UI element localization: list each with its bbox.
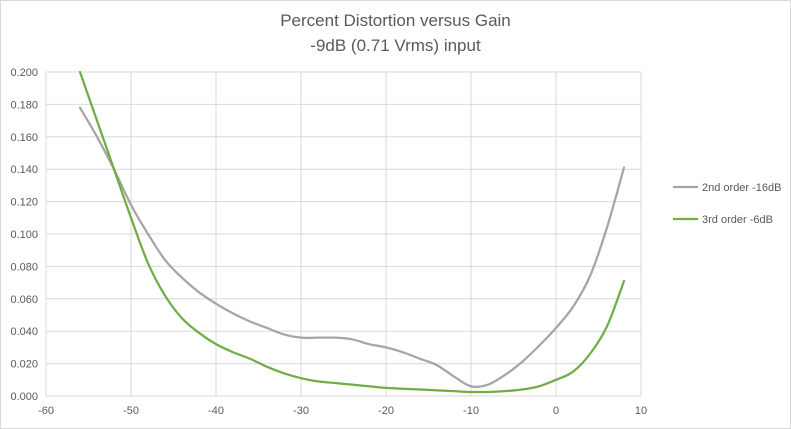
grid-layer [45, 71, 642, 397]
y-tick-label: 0.200 [10, 67, 38, 79]
series-line-1 [78, 106, 626, 388]
chart-title: Percent Distortion versus Gain [280, 11, 511, 30]
y-tick-label: 0.060 [10, 294, 38, 306]
chart-subtitle: -9dB (0.71 Vrms) input [310, 36, 481, 55]
x-tick-label: -60 [38, 405, 54, 417]
series-line-2 [78, 70, 626, 394]
x-tick-label: -30 [293, 405, 309, 417]
legend: 2nd order -16dB 3rd order -6dB [673, 182, 782, 226]
y-tick-label: 0.080 [10, 261, 38, 273]
legend-label: 3rd order -6dB [702, 214, 773, 226]
x-tick-label: -10 [463, 405, 479, 417]
legend-label: 2nd order -16dB [702, 182, 782, 194]
x-tick-label: -50 [123, 405, 139, 417]
x-tick-label: -40 [208, 405, 224, 417]
series-lines [78, 70, 626, 394]
y-tick-label: 0.020 [10, 359, 38, 371]
y-tick-labels: 0.000 0.020 0.040 0.060 0.080 0.100 0.120 0.140… [10, 67, 38, 403]
x-tick-label: 0 [553, 405, 559, 417]
y-tick-label: 0.120 [10, 197, 38, 209]
y-tick-label: 0.000 [10, 391, 38, 403]
x-tick-label: 10 [635, 405, 647, 417]
x-tick-label: -20 [378, 405, 394, 417]
y-tick-label: 0.180 [10, 99, 38, 111]
y-tick-label: 0.040 [10, 326, 38, 338]
y-tick-label: 0.160 [10, 132, 38, 144]
x-tick-labels: -60 -50 -40 -30 -20 -10 0 10 [38, 405, 647, 417]
y-tick-label: 0.100 [10, 229, 38, 241]
y-tick-label: 0.140 [10, 164, 38, 176]
